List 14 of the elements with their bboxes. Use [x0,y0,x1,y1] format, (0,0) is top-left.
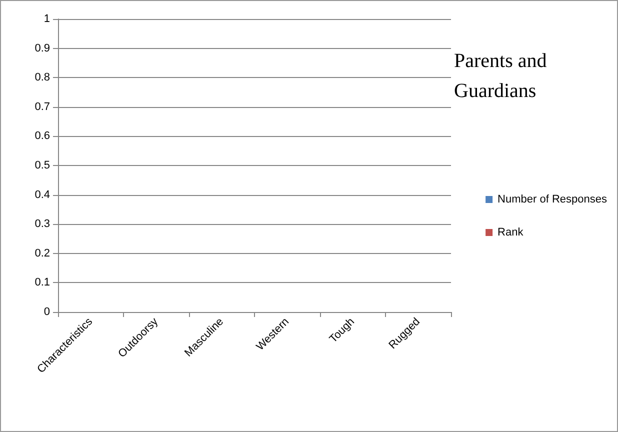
y-tick-label: 0.3 [34,218,50,230]
y-tick-label: 0.9 [34,42,50,54]
y-tick-label: 1 [44,13,50,25]
y-tick-label: 0.1 [34,276,50,289]
y-tick-label: 0.7 [34,100,50,113]
legend-label: Number of Responses [498,194,608,206]
y-tick-label: 0 [44,306,50,318]
text: Parents and Guardians [454,50,552,102]
y-tick-label: 0.2 [34,247,50,260]
y-tick-label: 0.4 [34,188,50,201]
y-tick-label: 0.6 [34,130,50,142]
y-tick-label: 0.8 [34,72,50,84]
legend-label: Rank [498,226,524,238]
y-tick-label: 0.5 [34,160,50,172]
